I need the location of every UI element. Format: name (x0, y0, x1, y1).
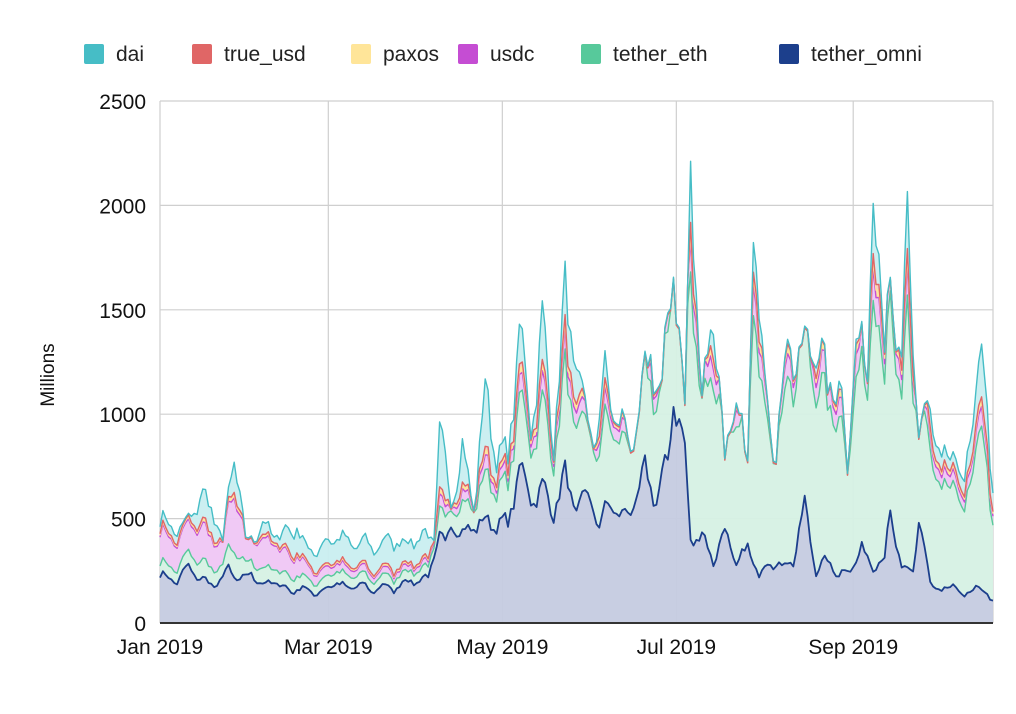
area-tether_eth (160, 272, 993, 601)
legend: dai true_usd paxos usdc tether_eth tether_omn… (84, 43, 922, 66)
legend-swatch-usdc (458, 44, 478, 64)
line-tether_omni (159, 405, 994, 602)
legend-label-tether_omni: tether_omni (811, 43, 922, 66)
legend-swatch-paxos (351, 44, 371, 64)
y-tick-label: 2000 (99, 195, 146, 218)
legend-label-paxos: paxos (383, 43, 439, 66)
x-tick-label: Jul 2019 (637, 636, 716, 659)
x-tick-label: Mar 2019 (284, 636, 373, 659)
x-tick-label: Sep 2019 (808, 636, 898, 659)
y-tick-label: 0 (134, 613, 146, 636)
line-tether_eth (159, 271, 994, 587)
y-tick-label: 1500 (99, 300, 146, 323)
x-tick-label: May 2019 (456, 636, 548, 659)
series-lines (159, 160, 994, 602)
legend-label-true_usd: true_usd (224, 43, 306, 66)
legend-label-dai: dai (116, 43, 144, 66)
line-dai (159, 160, 994, 558)
y-tick-label: 2500 (99, 91, 146, 114)
x-tick-label: Jan 2019 (117, 636, 203, 659)
legend-label-tether_eth: tether_eth (613, 43, 708, 66)
y-tick-label: 1000 (99, 404, 146, 427)
legend-swatch-tether_eth (581, 44, 601, 64)
y-tick-label: 500 (111, 509, 146, 532)
area-usdc (160, 238, 993, 587)
legend-swatch-dai (84, 44, 104, 64)
series-areas (160, 161, 993, 623)
legend-swatch-tether_omni (779, 44, 799, 64)
y-axis-title: Millions (38, 343, 59, 406)
legend-label-usdc: usdc (490, 43, 534, 66)
y-axis-ticks: 0 500 1000 1500 2000 2500 (99, 91, 146, 636)
legend-swatch-true_usd (192, 44, 212, 64)
x-axis-ticks: Jan 2019 Mar 2019 May 2019 Jul 2019 Sep 2019 (117, 636, 898, 659)
area-tether_omni (160, 406, 993, 623)
